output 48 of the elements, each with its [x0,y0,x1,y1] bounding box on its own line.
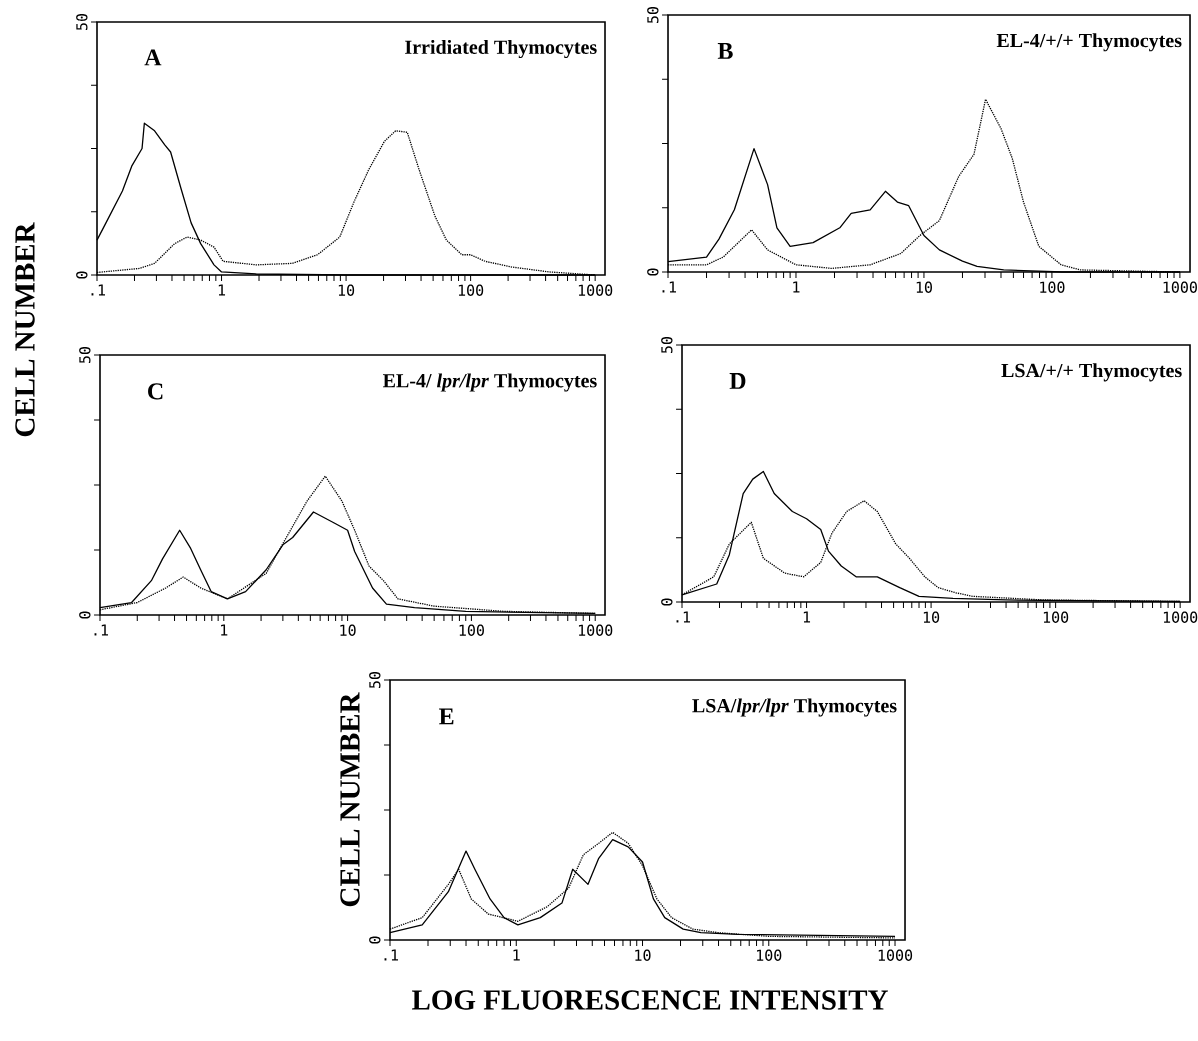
text: EL-4/ lpr/lpr Thymocytes [382,373,597,392]
x-tick-label: 1000 [578,284,613,296]
x-tick-label: .1 [91,284,106,296]
x-tick-label: 1000 [578,624,613,636]
annotation: A [144,49,162,66]
y-tick-label: 0 [661,598,673,606]
x-tick-label: .1 [676,611,691,623]
x-tick-label: 1000 [878,949,913,961]
text: EL-4/+/+ Thymocytes [996,33,1182,52]
x-tick-label: 1000 [1163,281,1197,293]
y-axis-title: CELL NUMBER [15,222,35,437]
x-tick-label: 10 [338,284,355,296]
x-tick-label: .1 [662,281,677,293]
y-tick-label: 0 [369,936,381,944]
x-tick-label: 10 [923,611,940,623]
x-tick-label: .1 [94,624,109,636]
annotation: C [148,383,163,400]
x-tick-label: 1000 [1163,611,1198,623]
text: LSA/lpr/lpr Thymocytes [692,698,897,717]
y-tick-label: 50 [76,13,88,30]
annotation: E [439,708,454,725]
annotation: D [729,373,746,389]
x-tick-label: 1 [513,949,520,961]
x-tick-label: 10 [635,949,651,961]
x-tick-label: 1 [221,624,228,636]
text: Irridiated Thymocytes [405,39,597,59]
y-tick-label: 0 [647,268,659,276]
x-tick-label: 100 [1043,611,1069,623]
y-tick-label: 0 [76,271,88,279]
y-tick-label: 50 [647,6,659,23]
x-tick-label: 1 [793,281,800,293]
x-tick-label: 100 [757,949,782,961]
x-tick-label: .1 [384,949,399,961]
x-axis-title: LOG FLUORESCENCE INTENSITY [412,990,888,1010]
x-tick-label: 100 [1040,281,1065,293]
y-tick-label: 50 [79,346,91,363]
x-tick-label: 10 [916,281,932,293]
x-tick-label: 10 [340,624,356,636]
text: LSA/+/+ Thymocytes [1001,363,1182,382]
annotation: B [717,43,733,59]
x-tick-label: 100 [459,624,484,636]
x-tick-label: 1 [803,611,811,623]
y-tick-label: 50 [661,336,673,353]
y-tick-label: 0 [79,611,91,619]
y-tick-label: 50 [369,671,381,688]
x-tick-label: 1 [218,284,226,296]
x-tick-label: 100 [458,284,484,296]
y-axis-title: CELL NUMBER [340,692,360,907]
